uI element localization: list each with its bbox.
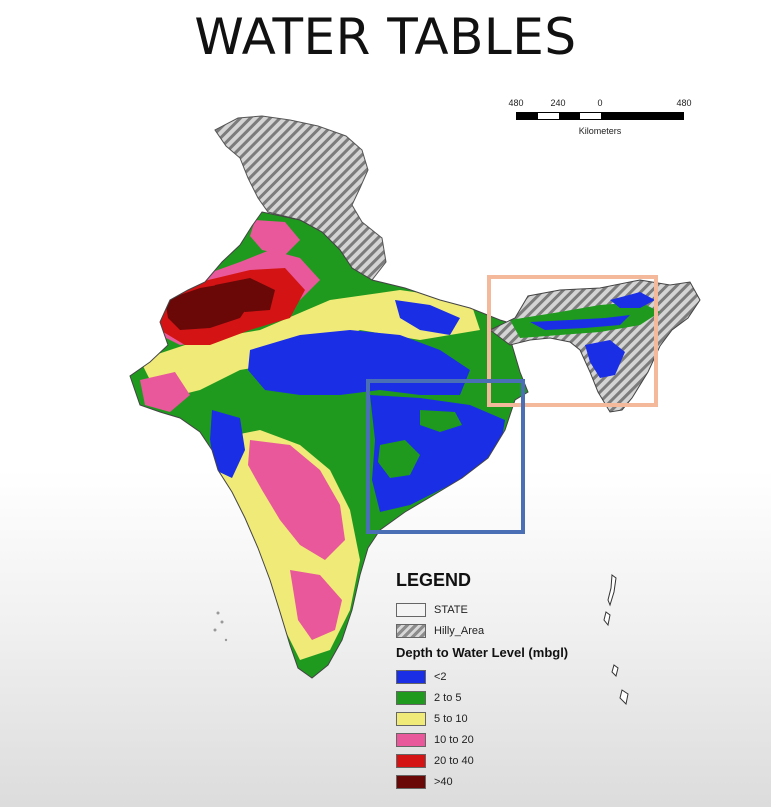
depth-label: <2 (434, 670, 447, 683)
page-title: WATER TABLES (194, 8, 577, 66)
legend-row-state: STATE (396, 599, 626, 620)
legend-label-state: STATE (434, 603, 468, 616)
depth-swatch (396, 669, 426, 684)
andaman-islands (603, 574, 629, 706)
legend-title: LEGEND (396, 570, 472, 590)
legend-depth-title: Depth to Water Level (mbgl) (396, 645, 569, 660)
state-swatch (396, 602, 426, 617)
legend-row-depth-5: >40 (396, 771, 626, 792)
legend-row-depth-0: <2 (396, 666, 626, 687)
scale-bar-graphic (516, 112, 684, 120)
depth-label: 20 to 40 (434, 754, 474, 767)
depth-swatch (396, 732, 426, 747)
depth-swatch (396, 753, 426, 768)
scale-label-0: 0 (597, 98, 603, 108)
depth-label: 2 to 5 (434, 691, 462, 704)
scale-label-480-right: 480 (676, 98, 692, 108)
legend-label-hilly: Hilly_Area (434, 624, 485, 637)
depth-swatch (396, 690, 426, 705)
scale-unit: Kilometers (578, 126, 622, 136)
legend-row-depth-3: 10 to 20 (396, 729, 626, 750)
depth-label: 5 to 10 (434, 712, 468, 725)
legend-row-hilly: Hilly_Area (396, 620, 626, 641)
depth-label: >40 (434, 775, 453, 788)
legend-row-depth-4: 20 to 40 (396, 750, 626, 771)
scale-label-480-left: 480 (508, 98, 524, 108)
scale-bar: 480 240 0 480 Kilometers (500, 98, 700, 138)
scale-label-240: 240 (550, 98, 566, 108)
hilly-area-swatch (396, 623, 426, 638)
depth-swatch (396, 774, 426, 789)
highlight-box-east-coast (366, 379, 525, 534)
legend-depth-classes: <2 2 to 5 5 to 10 10 to 20 20 to 40 >40 (396, 666, 626, 792)
depth-swatch (396, 711, 426, 726)
legend-row-depth-1: 2 to 5 (396, 687, 626, 708)
map-legend: LEGEND STATE Hilly_Area Depth to Water L… (396, 570, 626, 792)
depth-label: 10 to 20 (434, 733, 474, 746)
lakshadweep-islands (213, 611, 228, 642)
hilly-area-north (214, 115, 387, 281)
highlight-box-northeast (487, 275, 658, 407)
legend-row-depth-2: 5 to 10 (396, 708, 626, 729)
